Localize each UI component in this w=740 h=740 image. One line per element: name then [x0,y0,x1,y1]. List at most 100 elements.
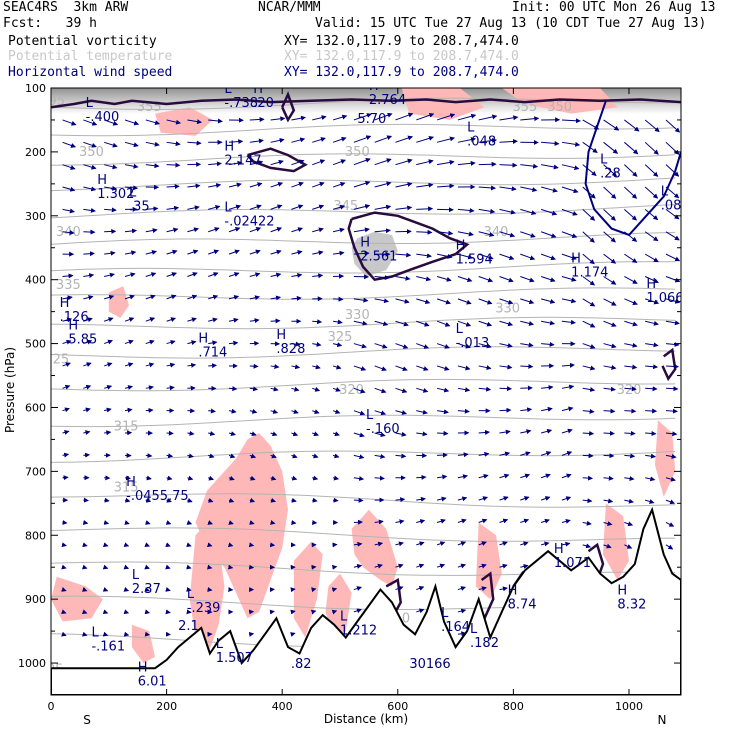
wind-vector [61,609,67,615]
wind-vector [249,138,264,144]
extremum-value: .126 [60,310,89,325]
wind-vector [582,387,596,392]
extremum-type: H [369,79,379,94]
wind-vector [561,319,576,325]
wind-vector [331,609,338,615]
wind-vector [541,541,550,547]
wind-vector [312,227,324,233]
extremum-value: .182 [470,636,499,651]
wind-vector [374,541,384,547]
wind-vector [123,564,130,570]
wind-vector [291,137,306,143]
wind-vector [166,475,173,481]
wind-vector [436,253,453,259]
y-tick-label: 600 [25,401,46,414]
wind-vector [374,519,384,525]
isentrope-line [51,450,676,463]
wind-vector [665,363,680,369]
extremum-value: 30166 [409,657,450,672]
wind-vector [270,227,283,233]
extremum-value: 1.507 [216,651,253,666]
wind-vector [665,386,679,392]
wind-vector [561,141,581,147]
wind-vector [228,431,237,437]
wind-vector [541,140,560,146]
wind-vector-layer [61,112,681,637]
y-tick-label: 500 [25,338,46,351]
wind-vector [291,386,300,392]
wind-vector [603,186,617,199]
wind-vector [541,406,553,412]
wind-vector [561,298,577,304]
extremum-value: 8.74 [508,598,537,613]
wind-vector [208,431,216,436]
wind-vector [312,115,327,121]
wind-vector [624,231,638,242]
wind-vector [624,430,636,436]
wind-vector [291,295,302,301]
wind-vector [166,184,180,190]
wind-vector [332,182,346,188]
isentrope-label: 350 [79,145,104,160]
wind-vector [104,294,115,300]
wind-vector [228,294,240,300]
wind-vector [124,228,138,234]
extremum-value: -.160 [366,422,400,437]
extremum-type: L [470,622,478,637]
wind-vector [624,253,638,263]
wind-vector [416,135,434,143]
wind-vector [582,298,596,307]
wind-vector [457,137,477,143]
wind-vector [416,409,428,415]
wind-vector [520,320,535,326]
wind-vector [644,209,659,221]
wind-vector [248,631,255,637]
wind-vector [436,496,447,502]
wind-vector [291,497,297,503]
wind-vector [416,182,434,188]
wind-vector [457,408,470,414]
wind-vector [540,208,558,216]
wind-vector [416,365,429,371]
wind-vector [395,320,409,327]
wind-vector [374,181,392,188]
wind-vector [124,250,137,256]
wind-vector [83,273,95,279]
extremum-type: L [661,184,669,199]
wind-vector [561,541,571,547]
model-title: SEAC4RS 3km ARW [3,0,129,15]
wind-vector [124,497,131,503]
wind-vector [145,339,155,345]
wind-vector [457,563,466,569]
wind-vector [457,231,474,237]
wind-vector [603,364,617,370]
wind-vector [312,453,319,459]
wind-vector [228,317,239,323]
wind-vector [520,231,536,238]
extrema-annotations: L-.400H1.302L.35L-.738H2.147L-.02422H.20… [60,79,681,689]
wind-vector [436,387,450,393]
wind-vector [436,563,446,569]
valid-time: Valid: 15 UTC Tue 27 Aug 13 (10 CDT Tue … [315,16,707,31]
wind-vector [144,542,150,548]
wind-vector [208,183,222,188]
wind-vector [499,115,519,121]
wind-vector [81,587,88,592]
wind-vector [457,474,469,480]
wind-vector [228,182,242,188]
wind-vector [62,295,73,301]
wind-vector [145,163,160,169]
wind-vector [270,386,279,392]
wind-vector [228,340,239,346]
extremum-type: H [571,251,581,266]
wind-vector [374,475,385,481]
wind-vector [123,586,130,592]
wind-vector [145,407,154,413]
wind-vector [249,497,256,503]
wind-vector [499,162,518,168]
pv-shaded-region [155,107,213,136]
wind-vector [395,453,407,459]
wind-vector [145,294,156,300]
wind-vector [582,365,596,371]
wind-vector [582,253,595,265]
